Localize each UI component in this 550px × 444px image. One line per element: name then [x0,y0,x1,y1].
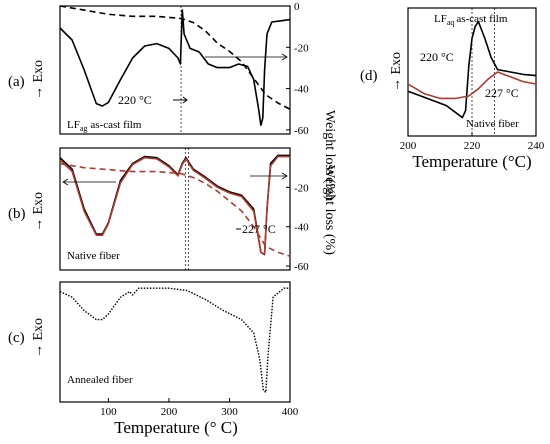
temp-annotation-d-227: 227 °C [485,86,519,100]
series-line-b-0 [59,154,290,256]
plot-frame-b [59,147,291,271]
tick-layer-b: -20 -40 -60 [286,182,309,273]
x-axis-label-c: Temperature (° C) [114,418,238,437]
series-line-a-1 [59,5,291,110]
series-line-d-1 [407,71,537,100]
x-tick-label: 100 [100,406,117,418]
y2-tick-label: -60 [294,125,309,137]
temp-annotation-b: 227 °C [242,222,276,236]
tick-layer-d: 200 220 240 [400,132,545,152]
panel-label-a: (a) [8,74,25,90]
y2-tick-label: -20 [294,182,309,194]
sample-label-c: Annealed fiber [67,374,133,386]
exo-label-d: → Exo [389,52,404,92]
axis-arrowhead-b-right [281,172,288,180]
series-line-b-1 [59,155,290,256]
panel-label-b: (b) [8,206,26,222]
sample-label-d: LFaq as-cast film [434,13,508,27]
y2-tick-label: -40 [294,84,309,96]
x-tick-label: 300 [221,406,238,418]
marks-b [59,148,291,270]
tick-layer-a: 0 -20 -40 -60 [286,1,309,137]
axis-arrowhead-b-left [62,178,69,186]
native-fiber-label-d: Native fiber [466,118,519,130]
panel-label-c: (c) [8,330,25,346]
panel-label-d: (d) [360,68,378,84]
x-tick-label: 240 [528,140,545,152]
series-line-d-0 [407,20,537,119]
panel-c: 100 200 300 400 (c) → Exo Annealed fiber Te… [8,281,299,437]
plot-frame-c [59,281,291,403]
marks-c [59,287,290,394]
series-line-b-2 [59,162,291,257]
y2-axis-label-a: Weight loss (%) [322,110,337,200]
marks-d [407,8,537,136]
panel-b: -20 -40 -60 (b) → Exo Weight loss (%) Nati… [8,147,337,273]
temp-annotation-d-220: 220 °C [420,50,454,64]
axis-arrowhead-a [281,53,288,61]
y2-tick-label: -20 [294,42,309,54]
x-tick-label: 220 [464,140,481,152]
exo-label-c: → Exo [31,318,46,358]
sample-label-b: Native fiber [67,250,120,262]
marks-a [59,5,291,134]
exo-label-b: → Exo [31,192,46,232]
x-tick-label: 400 [282,406,299,418]
x-axis-label-d: Temperature (°C) [412,152,531,171]
y2-tick-label: 0 [294,1,300,13]
exo-label-a: → Exo [31,60,46,100]
y2-tick-label: -40 [294,222,309,234]
series-line-c-0 [59,287,290,394]
x-tick-label: 200 [161,406,178,418]
plot-frame-a [59,5,291,135]
y2-tick-label: -60 [294,261,309,273]
annotation-arrowhead-a [182,96,188,104]
tick-layer-c: 100 200 300 400 [100,398,299,418]
sample-label-a: LFag as-cast film [67,119,142,133]
series-line-a-0 [59,9,291,126]
temp-annotation-a: 220 °C [118,93,152,107]
y2-axis-label-b: Weight loss (%) [322,165,337,255]
panel-a: 0 -20 -40 -60 (a) → Exo Weight loss (%) LFa… [8,1,337,200]
panel-d: 200 220 240 (d) → Exo Temperature (°C) LFa… [360,7,545,171]
x-tick-label: 200 [400,140,417,152]
